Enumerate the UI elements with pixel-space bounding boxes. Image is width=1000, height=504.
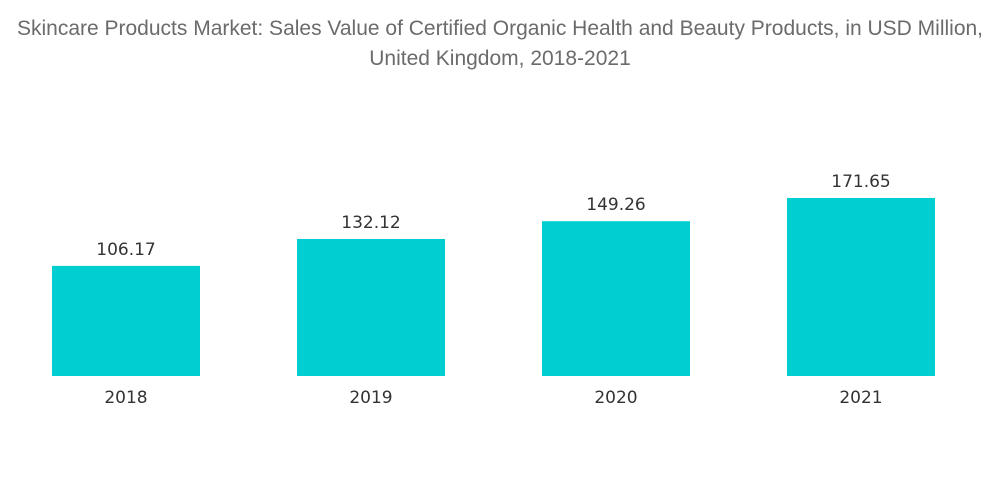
value-label-2019: 132.12 (341, 213, 400, 233)
x-tick-label-2018: 2018 (104, 388, 147, 408)
value-label-2021: 171.65 (831, 172, 890, 192)
bar-2018 (52, 265, 200, 376)
bar-2021 (787, 198, 935, 376)
chart-title: Skincare Products Market: Sales Value of… (16, 17, 984, 70)
bar-2019 (297, 239, 445, 376)
x-tick-label-2021: 2021 (839, 388, 882, 408)
bar-2020 (542, 221, 690, 376)
x-tick-label-2020: 2020 (594, 388, 637, 408)
x-tick-label-2019: 2019 (349, 388, 392, 408)
value-label-2020: 149.26 (586, 195, 645, 215)
value-label-2018: 106.17 (96, 240, 155, 260)
